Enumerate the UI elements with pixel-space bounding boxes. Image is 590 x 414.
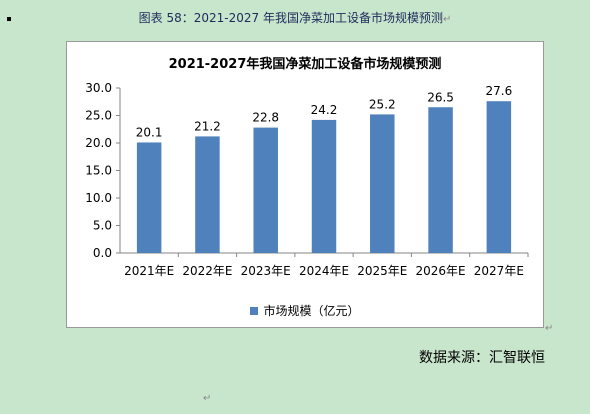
bar — [428, 107, 453, 253]
paragraph-mark-icon: ↵ — [442, 14, 452, 25]
x-tick-label: 2024年E — [299, 264, 349, 278]
y-tick-label: 5.0 — [93, 219, 112, 233]
y-tick-label: 10.0 — [85, 191, 112, 205]
chart-frame: 2021-2027年我国净菜加工设备市场规模预测 0.0 5.0 10.0 15.0 2… — [66, 41, 544, 328]
caption-text: 图表 58：2021-2027 年我国净菜加工设备市场规模预测 — [138, 11, 443, 25]
data-label: 20.1 — [136, 125, 163, 139]
data-label: 25.2 — [369, 97, 396, 111]
x-tick-label: 2022年E — [182, 264, 232, 278]
bar — [486, 101, 512, 253]
y-tick-label: 25.0 — [85, 109, 112, 123]
bar-chart: 0.0 5.0 10.0 15.0 20.0 25.0 30.0 20.1 2021年E 21.2… — [85, 81, 529, 278]
figure-caption: 图表 58：2021-2027 年我国净菜加工设备市场规模预测↵ — [0, 9, 590, 26]
data-source: 数据来源：汇智联恒 — [419, 350, 545, 366]
y-tick-label: 0.0 — [93, 246, 112, 260]
bar — [253, 127, 278, 253]
bar — [136, 142, 162, 253]
data-label: 24.2 — [311, 103, 338, 117]
legend-swatch — [250, 307, 259, 315]
y-tick-label: 20.0 — [85, 136, 112, 150]
chart-title: 2021-2027年我国净菜加工设备市场规模预测 — [168, 57, 442, 72]
bar — [311, 119, 337, 254]
paragraph-mark-icon: ↵ — [203, 393, 212, 404]
data-label: 21.2 — [194, 119, 221, 133]
x-tick-label: 2023年E — [241, 264, 291, 278]
bar — [370, 114, 395, 254]
x-tick-label: 2021年E — [124, 264, 174, 278]
x-tick-label: 2027年E — [474, 264, 524, 278]
legend: 市场规模（亿元） — [67, 302, 543, 319]
data-label: 22.8 — [252, 111, 279, 125]
data-label: 26.5 — [427, 90, 454, 104]
bar — [195, 136, 220, 253]
y-tick-label: 15.0 — [85, 164, 112, 178]
x-tick-label: 2025年E — [357, 264, 407, 278]
x-tick-label: 2026年E — [416, 264, 466, 278]
legend-label: 市场规模（亿元） — [263, 304, 360, 318]
paragraph-mark-icon: ↵ — [545, 323, 554, 334]
data-label: 27.6 — [485, 84, 512, 98]
bullet-marker — [7, 17, 11, 21]
y-tick-label: 30.0 — [85, 81, 112, 95]
